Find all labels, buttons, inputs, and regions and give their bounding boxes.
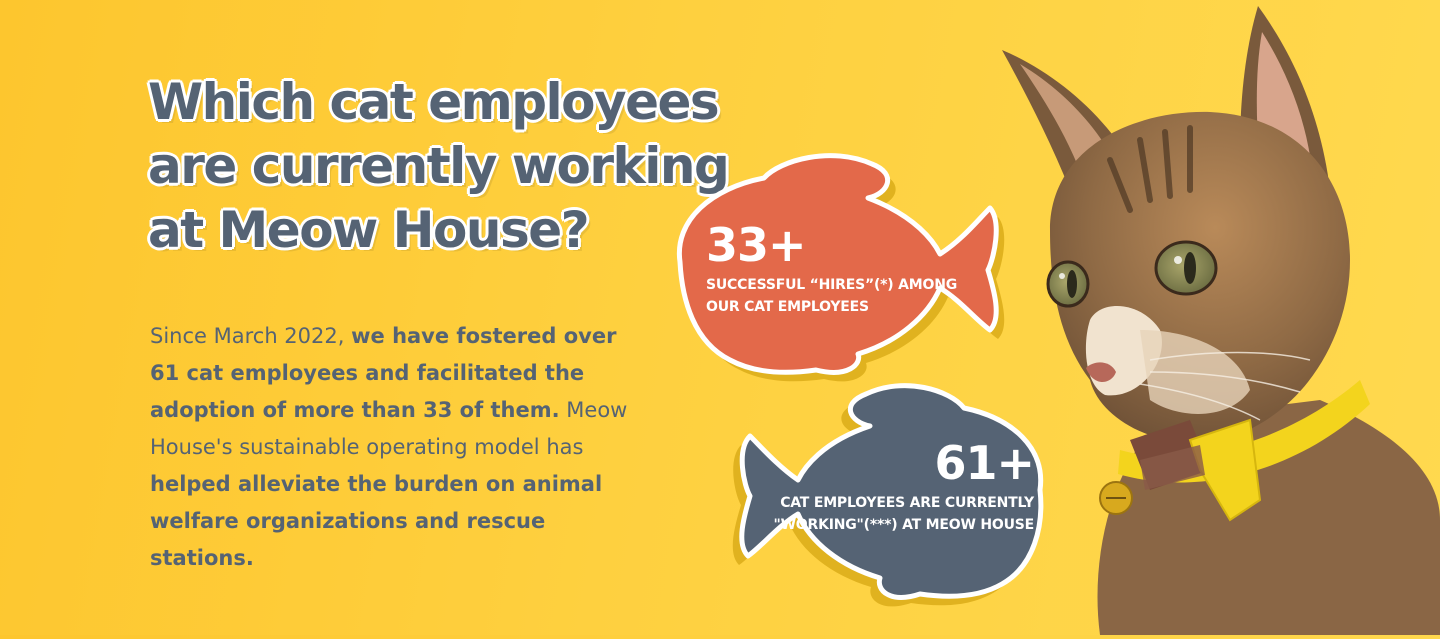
body-bold-6: welfare organizations and rescue <box>150 509 546 533</box>
body-text-1: Since March 2022, <box>150 324 352 348</box>
working-stat-card: 61+ CAT EMPLOYEES ARE CURRENTLY "WORKING… <box>728 378 1056 610</box>
body-text-3: Meow <box>559 398 628 422</box>
working-label-line-1: CAT EMPLOYEES ARE CURRENTLY <box>780 495 1034 511</box>
cat-photo <box>990 0 1440 635</box>
description-paragraph: Since March 2022, we have fostered over … <box>150 318 690 577</box>
headline-line-1: Which cat employees <box>148 73 720 131</box>
working-label-line-2: "WORKING"(***) AT MEOW HOUSE <box>773 517 1034 533</box>
headline-line-2: are currently working <box>148 137 730 195</box>
page-headline: Which cat employees are currently workin… <box>148 70 748 262</box>
working-number: 61+ <box>934 436 1035 490</box>
body-bold-7: stations. <box>150 546 254 570</box>
body-bold-1: we have fostered over <box>351 324 617 348</box>
orange-fish-shape <box>676 153 1005 382</box>
body-text-4: House's sustainable operating model has <box>150 435 584 459</box>
body-bold-5: helped alleviate the burden on animal <box>150 472 603 496</box>
cat-illustration <box>1002 6 1440 635</box>
hires-label-line-1: SUCCESSFUL “HIRES”(*) AMONG <box>706 277 958 293</box>
hires-label-line-2: OUR CAT EMPLOYEES <box>706 299 869 315</box>
body-bold-3: adoption of more than 33 of them. <box>150 398 560 422</box>
hires-stat-card: 33+ SUCCESSFUL “HIRES”(*) AMONG OUR CAT … <box>672 150 1012 390</box>
slate-fish-shape <box>732 383 1044 607</box>
headline-line-3: at Meow House? <box>148 201 590 259</box>
hires-number: 33+ <box>706 218 807 272</box>
body-bold-2: 61 cat employees and facilitated the <box>150 361 585 385</box>
